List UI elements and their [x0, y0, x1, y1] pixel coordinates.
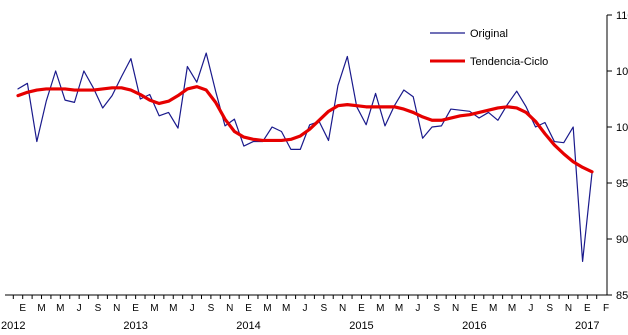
x-tick-label: M [395, 303, 403, 314]
x-tick-label: M [376, 303, 384, 314]
x-tick-label: S [208, 303, 215, 314]
x-tick-label: S [546, 303, 553, 314]
legend: Original Tendencia-Ciclo [430, 28, 548, 68]
x-tick-label: E [19, 303, 26, 314]
x-tick-label: M [37, 303, 45, 314]
year-label: 2016 [462, 320, 486, 332]
x-tick-label: E [471, 303, 478, 314]
x-tick-label: M [282, 303, 290, 314]
x-tick-label: N [565, 303, 572, 314]
x-tick-label: S [433, 303, 440, 314]
x-tick-label: J [77, 303, 82, 314]
x-tick-label: S [320, 303, 327, 314]
x-tick-label: E [584, 303, 591, 314]
series-line-original [17, 52, 593, 262]
x-tick-label: J [303, 303, 308, 314]
y-tick-label: 100 [616, 122, 628, 134]
series-line-tendencia-ciclo [16, 85, 594, 174]
year-label: 2013 [123, 320, 147, 332]
x-tick-label: J [528, 303, 533, 314]
y-tick-label: 110 [616, 10, 628, 22]
x-tick-label: E [245, 303, 252, 314]
year-label: 2014 [236, 320, 260, 332]
x-tick-label: E [132, 303, 139, 314]
x-tick-label: M [489, 303, 497, 314]
series-layer [16, 52, 594, 262]
y-tick-label: 85 [616, 290, 628, 302]
y-tick-label: 90 [616, 234, 628, 246]
x-tick-label: S [95, 303, 102, 314]
legend-label-tendencia: Tendencia-Ciclo [470, 56, 548, 68]
year-label: 2017 [575, 320, 599, 332]
x-tick-label: M [150, 303, 158, 314]
x-tick-label: F [603, 303, 609, 314]
x-tick-label: N [339, 303, 346, 314]
x-tick-label: J [415, 303, 420, 314]
x-tick-label: N [452, 303, 459, 314]
x-tick-label: M [508, 303, 516, 314]
legend-label-original: Original [470, 28, 508, 40]
year-label: 2012 [1, 320, 25, 332]
x-tick-label: M [263, 303, 271, 314]
x-tick-label: N [226, 303, 233, 314]
y-tick-label: 95 [616, 178, 628, 190]
x-tick-label: M [169, 303, 177, 314]
x-tick-label: E [358, 303, 365, 314]
x-tick-label: N [113, 303, 120, 314]
x-tick-label: M [56, 303, 64, 314]
year-label: 2015 [349, 320, 373, 332]
x-tick-label: J [190, 303, 195, 314]
y-tick-label: 105 [616, 66, 628, 78]
